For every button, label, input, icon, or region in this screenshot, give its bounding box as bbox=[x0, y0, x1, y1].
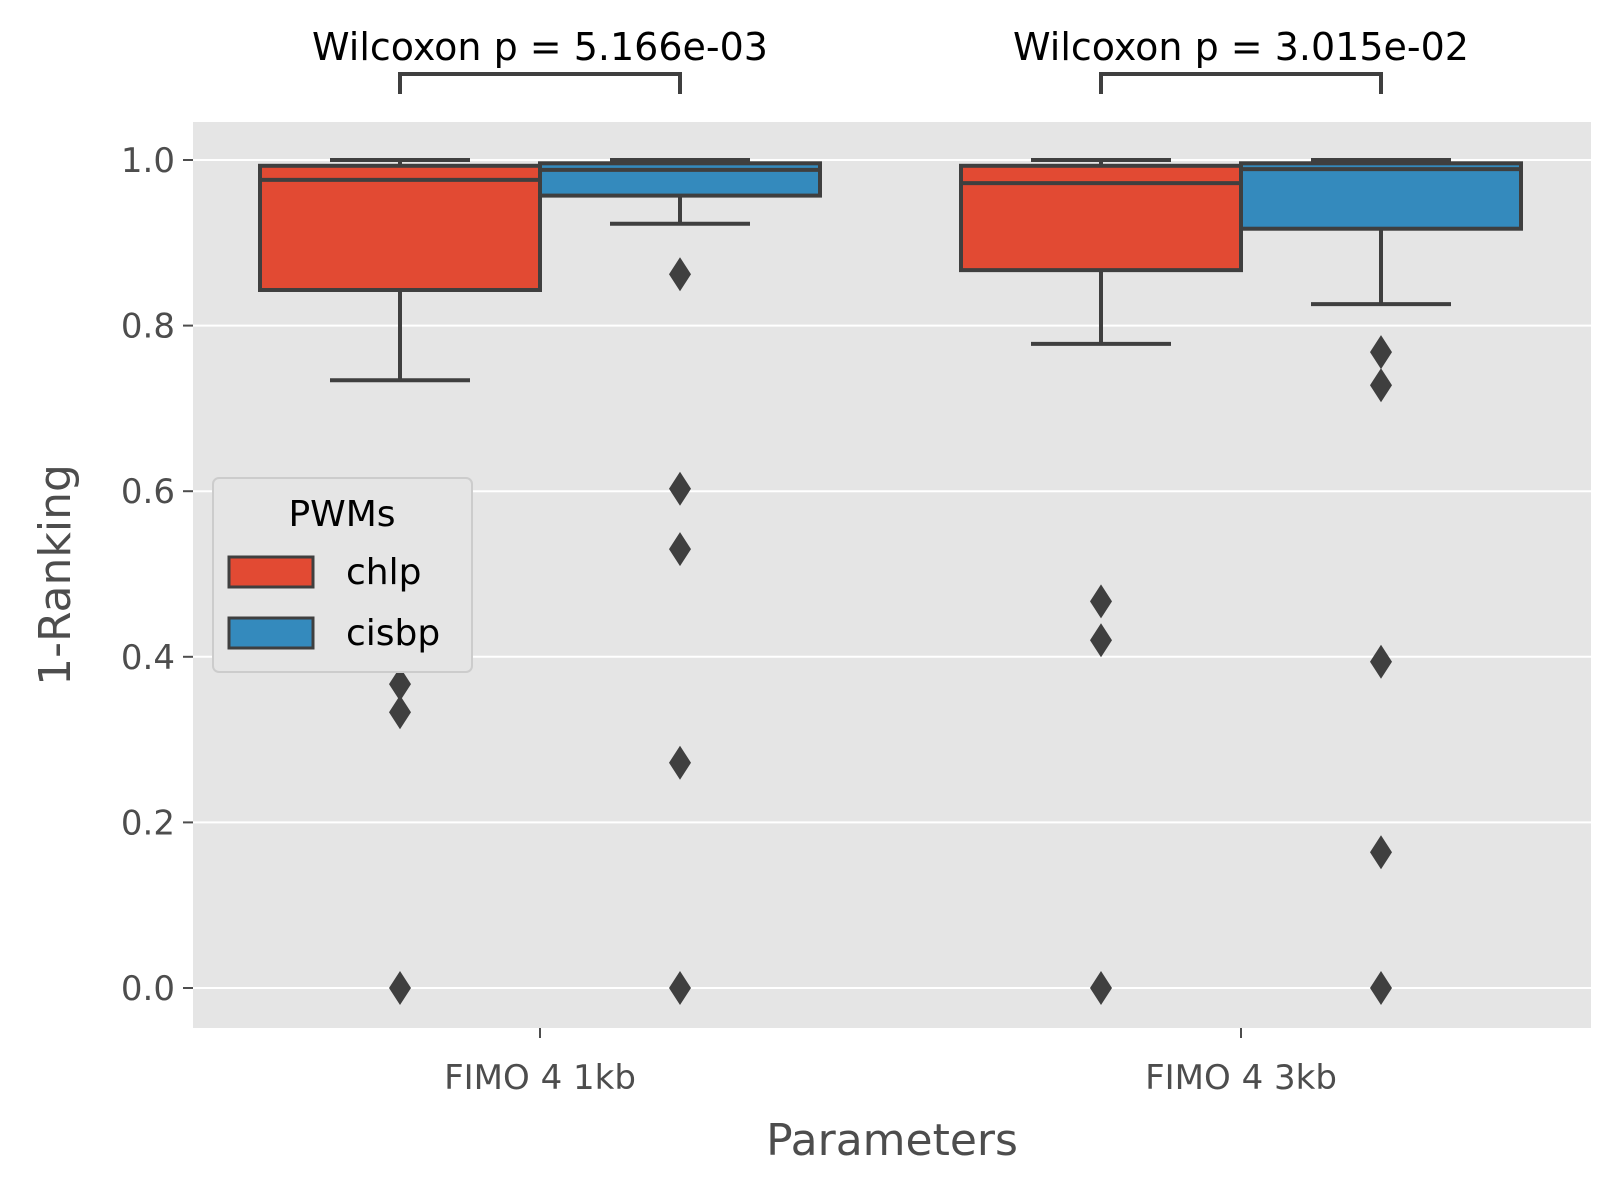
outlier-chlp-0 bbox=[389, 971, 411, 1005]
outlier-cisbp-1 bbox=[1370, 644, 1392, 679]
significance-bracket bbox=[398, 72, 682, 94]
outlier-cisbp-1 bbox=[1370, 368, 1392, 403]
outlier-chlp-0 bbox=[389, 695, 411, 730]
box-plots bbox=[258, 158, 1523, 1005]
outlier-cisbp-0 bbox=[669, 471, 691, 506]
outlier-cisbp-0 bbox=[669, 257, 691, 292]
y-tick-label: 0.8 bbox=[121, 307, 175, 347]
x-tick-label: FIMO 4 1kb bbox=[444, 1058, 636, 1098]
outlier-chlp-1 bbox=[1090, 971, 1112, 1005]
outlier-chlp-1 bbox=[1090, 623, 1112, 658]
outlier-chlp-0 bbox=[389, 667, 411, 702]
box-chlp-0 bbox=[258, 163, 542, 292]
significance-label: Wilcoxon p = 3.015e-02 bbox=[1013, 25, 1469, 69]
legend-label-chlp: chlp bbox=[346, 552, 421, 593]
outlier-cisbp-1 bbox=[1370, 335, 1392, 370]
legend: PWMs chlp cisbp bbox=[212, 477, 473, 673]
outlier-cisbp-0 bbox=[669, 532, 691, 567]
y-tick-label: 0.2 bbox=[121, 803, 175, 843]
legend-label-cisbp: cisbp bbox=[346, 613, 440, 654]
legend-swatch-chlp bbox=[227, 555, 315, 589]
significance-label: Wilcoxon p = 5.166e-03 bbox=[312, 25, 768, 69]
significance-annotations: Wilcoxon p = 5.166e-03 Wilcoxon p = 3.015… bbox=[312, 25, 1469, 94]
significance-bracket bbox=[1099, 72, 1383, 94]
x-tick-label: FIMO 4 3kb bbox=[1145, 1058, 1337, 1098]
legend-swatch-cisbp bbox=[227, 616, 315, 650]
y-tick-label: 0.4 bbox=[121, 638, 175, 678]
box-cisbp-1 bbox=[1239, 161, 1523, 231]
outlier-chlp-1 bbox=[1090, 584, 1112, 619]
outlier-cisbp-0 bbox=[669, 971, 691, 1005]
legend-title: PWMs bbox=[288, 494, 395, 535]
y-tick-label: 0.6 bbox=[121, 472, 175, 512]
outlier-cisbp-1 bbox=[1370, 971, 1392, 1005]
y-tick-label: 0.0 bbox=[121, 969, 175, 1009]
outlier-cisbp-1 bbox=[1370, 835, 1392, 870]
axes: 0.0 0.2 0.4 0.6 0.8 1.0 FIMO 4 1kb FIMO 4 3kb bbox=[121, 141, 1337, 1098]
y-axis-label: 1-Ranking bbox=[30, 464, 81, 686]
x-axis-label: Parameters bbox=[766, 1115, 1018, 1166]
outlier-cisbp-0 bbox=[669, 745, 691, 780]
y-tick-label: 1.0 bbox=[121, 141, 175, 181]
